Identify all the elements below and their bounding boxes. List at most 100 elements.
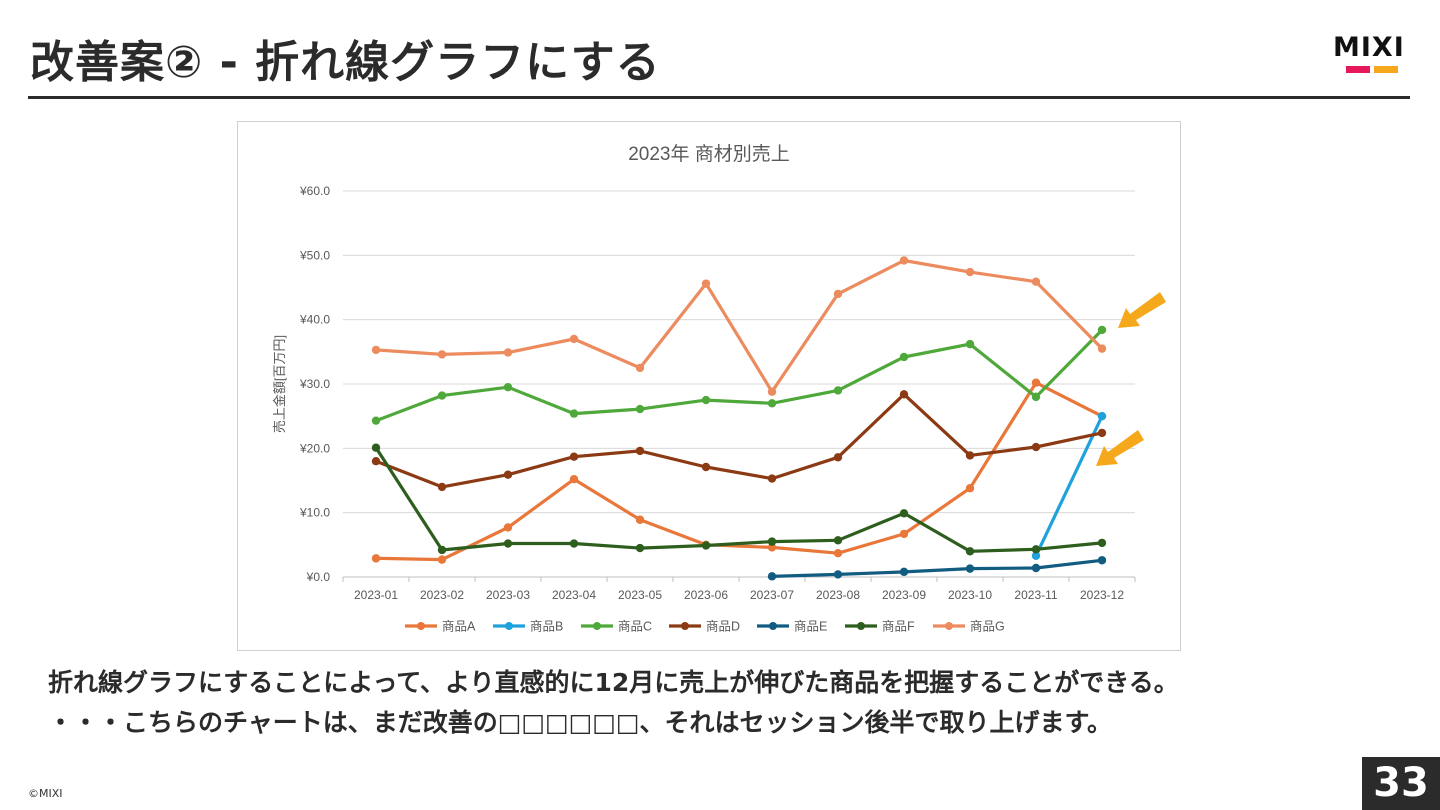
data-point: [833, 536, 843, 545]
title-divider: [28, 96, 1410, 99]
legend-marker: [857, 622, 865, 630]
data-point: [767, 537, 777, 546]
data-point: [635, 363, 645, 373]
logo-orange-bar: [1374, 66, 1398, 73]
y-tick-label: ¥30.0: [299, 377, 330, 391]
data-point: [1031, 442, 1041, 452]
series-line-商品A: [375, 381, 1103, 562]
series-line-商品B: [1034, 415, 1104, 557]
legend-marker: [769, 622, 777, 630]
legend-marker: [945, 622, 953, 630]
data-point: [1031, 378, 1041, 387]
data-point: [767, 474, 777, 483]
legend-label: 商品A: [442, 619, 476, 634]
caption-line-2: ・・・こちらのチャートは、まだ改善の□□□□□□、それはセッション後半で取り上げ…: [48, 708, 1112, 737]
legend-marker: [593, 622, 601, 630]
data-point: [437, 391, 447, 400]
data-point: [1031, 551, 1041, 560]
data-point: [965, 339, 975, 349]
arrow-pointer-upper-icon: [1118, 292, 1166, 328]
data-point: [569, 409, 579, 418]
x-tick-label: 2023-08: [816, 588, 860, 602]
caption-line-1: 折れ線グラフにすることによって、より直感的に12月に売上が伸びた商品を把握するこ…: [48, 668, 1179, 697]
line-chart: 2023年 商材別売上 ¥0.0 ¥10.0 ¥20.0 ¥30.0 ¥40.0 ¥50.0…: [272, 143, 1136, 634]
x-tick-label: 2023-07: [750, 588, 794, 602]
x-tick-label: 2023-09: [882, 588, 926, 602]
page-number: 33: [1362, 757, 1440, 810]
series-line-商品D: [375, 392, 1103, 489]
x-tick-label: 2023-11: [1014, 588, 1057, 602]
legend-label: 商品F: [882, 619, 915, 634]
x-tick-label: 2023-01: [354, 588, 398, 602]
data-point: [899, 256, 909, 265]
data-point: [503, 539, 513, 548]
series-line-商品E: [771, 558, 1103, 578]
data-point: [833, 289, 843, 299]
data-point: [965, 267, 975, 277]
chart-title: 2023年 商材別売上: [628, 143, 790, 165]
x-tick-label: 2023-02: [420, 588, 464, 602]
data-point: [569, 475, 579, 484]
y-tick-label: ¥60.0: [299, 184, 330, 198]
x-tick-label: 2023-06: [684, 588, 728, 602]
data-point: [1097, 556, 1107, 565]
y-axis-label: 売上金額[百万円]: [272, 335, 287, 433]
data-point: [701, 462, 711, 472]
x-tick-label: 2023-10: [948, 588, 992, 602]
data-point: [371, 554, 381, 563]
data-point: [899, 509, 909, 518]
legend-label: 商品C: [618, 619, 652, 634]
data-point: [767, 387, 777, 396]
data-point: [569, 452, 579, 461]
data-point: [635, 543, 645, 553]
data-point: [965, 564, 975, 573]
data-point: [899, 352, 909, 362]
legend-label: 商品G: [970, 619, 1005, 634]
data-point: [1031, 545, 1041, 554]
series-line-商品F: [374, 446, 1103, 553]
data-point: [833, 453, 843, 462]
y-tick-label: ¥40.0: [299, 313, 330, 327]
data-point: [371, 345, 381, 355]
data-point: [1097, 325, 1107, 335]
data-point: [899, 390, 909, 399]
data-point: [833, 386, 843, 395]
data-point: [1097, 411, 1107, 421]
data-point: [371, 416, 381, 425]
data-point: [635, 446, 645, 456]
y-tick-label: ¥20.0: [299, 441, 330, 455]
x-tick-label: 2023-12: [1080, 588, 1124, 602]
slide-title: 改善案② - 折れ線グラフにする: [30, 37, 661, 88]
x-tick-label: 2023-03: [486, 588, 530, 602]
data-point: [1031, 392, 1041, 402]
data-point: [503, 523, 513, 532]
legend-label: 商品D: [706, 619, 740, 634]
data-point: [701, 541, 711, 550]
data-point: [503, 470, 513, 479]
data-point: [833, 548, 843, 558]
logo-text: MIXI: [1333, 32, 1405, 63]
legend-marker: [681, 622, 689, 630]
data-point: [503, 348, 513, 357]
y-tick-label: ¥50.0: [299, 248, 330, 262]
x-tick-label: 2023-05: [618, 588, 662, 602]
data-point: [1097, 538, 1107, 548]
data-point: [1097, 428, 1107, 438]
series-line-商品C: [375, 328, 1104, 423]
data-point: [371, 457, 381, 466]
data-point: [635, 404, 645, 414]
x-tick-label: 2023-04: [552, 588, 596, 602]
data-point: [767, 399, 777, 408]
data-point: [437, 350, 447, 359]
data-point: [965, 547, 975, 556]
legend-marker: [417, 622, 425, 630]
y-tick-label: ¥10.0: [299, 506, 330, 520]
series-line-商品G: [375, 258, 1104, 394]
data-point: [701, 279, 711, 288]
data-point: [437, 545, 447, 555]
data-point: [437, 555, 447, 564]
data-point: [1031, 277, 1041, 286]
data-point: [833, 570, 843, 579]
data-point: [569, 334, 579, 344]
data-point: [1097, 344, 1107, 353]
